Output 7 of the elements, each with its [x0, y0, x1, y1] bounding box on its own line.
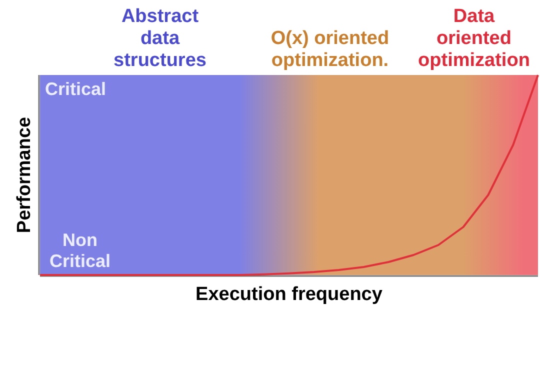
annotation: Non Critical: [49, 230, 111, 271]
text: Abstract data structures: [114, 6, 206, 71]
annotation: Critical: [45, 79, 106, 99]
x-axis-title: Execution frequency: [196, 284, 383, 305]
text: Data oriented optimization: [418, 6, 530, 71]
y-axis-title: Performance: [14, 116, 35, 234]
text: O(x) oriented optimization.: [270, 28, 390, 71]
